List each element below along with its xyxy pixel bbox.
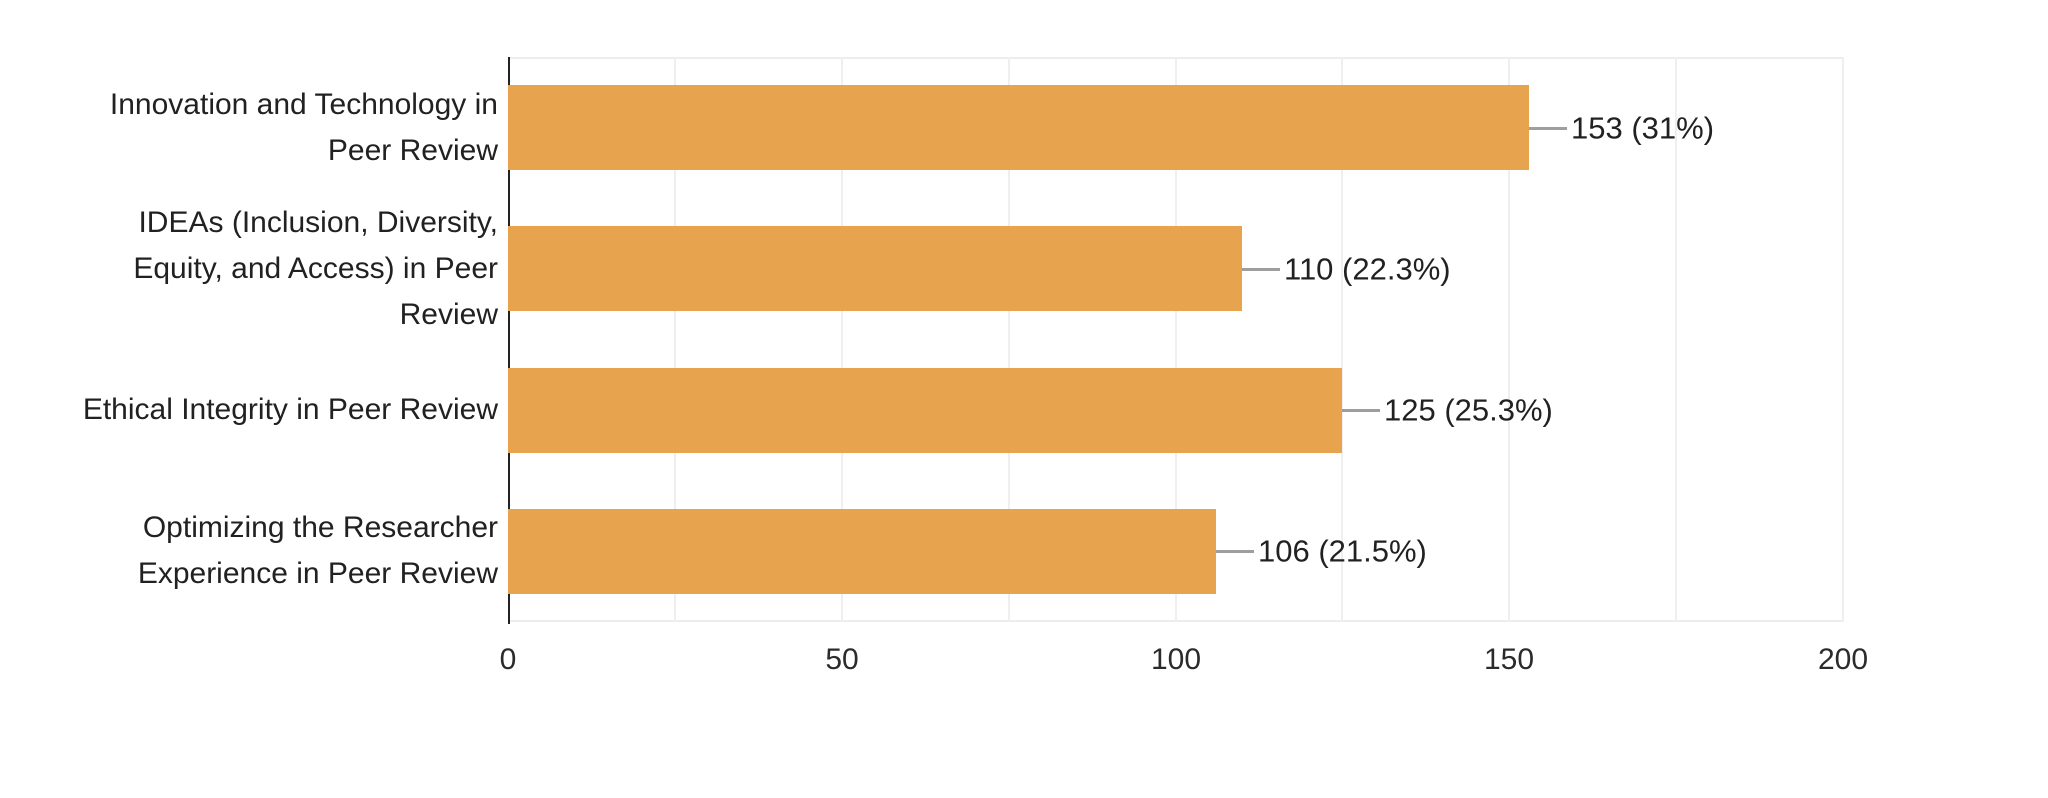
x-tick-label-100: 100	[1150, 643, 1202, 676]
gridline-175	[1675, 57, 1677, 622]
plot-area: 153 (31%) 110 (22.3%) 125 (25.3%) 106 (21.5…	[508, 57, 1844, 624]
bar	[508, 85, 1529, 170]
bar	[508, 226, 1242, 311]
category-label-line: Ethical Integrity in Peer Review	[82, 393, 498, 426]
x-tick-label-150: 150	[1483, 643, 1535, 676]
category-label-line: Review	[399, 298, 498, 331]
category-label: Ethical Integrity in Peer Review	[28, 387, 498, 433]
gridline-75	[1008, 57, 1010, 622]
value-leader-line	[1529, 127, 1567, 130]
gridline-25	[674, 57, 676, 622]
gridline-100	[1175, 57, 1177, 622]
category-label: IDEAs (Inclusion, Diversity, Equity, and …	[28, 200, 498, 338]
category-label: Innovation and Technology in Peer Review	[28, 82, 498, 174]
category-label-line: Innovation and Technology in	[109, 88, 498, 121]
gridline-150	[1508, 57, 1510, 622]
value-leader-line	[1216, 550, 1254, 553]
gridline-50	[841, 57, 843, 622]
category-label-line: Peer Review	[327, 134, 498, 167]
bar	[508, 368, 1342, 453]
category-label-line: Experience in Peer Review	[137, 557, 498, 590]
value-label: 110 (22.3%)	[1284, 251, 1451, 287]
x-tick-label-0: 0	[499, 643, 517, 676]
x-tick-label-200: 200	[1817, 643, 1869, 676]
category-label-line: IDEAs (Inclusion, Diversity,	[138, 206, 498, 239]
gridline-200	[1842, 57, 1844, 622]
value-label: 106 (21.5%)	[1258, 533, 1427, 569]
category-label-line: Optimizing the Researcher	[142, 511, 498, 544]
value-label: 125 (25.3%)	[1384, 392, 1553, 428]
category-label-line: Equity, and Access) in Peer	[133, 252, 498, 285]
x-tick-label-50: 50	[825, 643, 859, 676]
gridline-125	[1341, 57, 1343, 622]
value-label: 153 (31%)	[1571, 110, 1715, 146]
bar	[508, 509, 1216, 594]
category-label: Optimizing the Researcher Experience in P…	[28, 505, 498, 597]
value-leader-line	[1342, 409, 1380, 412]
value-leader-line	[1242, 268, 1280, 271]
y-axis-line	[508, 57, 510, 624]
